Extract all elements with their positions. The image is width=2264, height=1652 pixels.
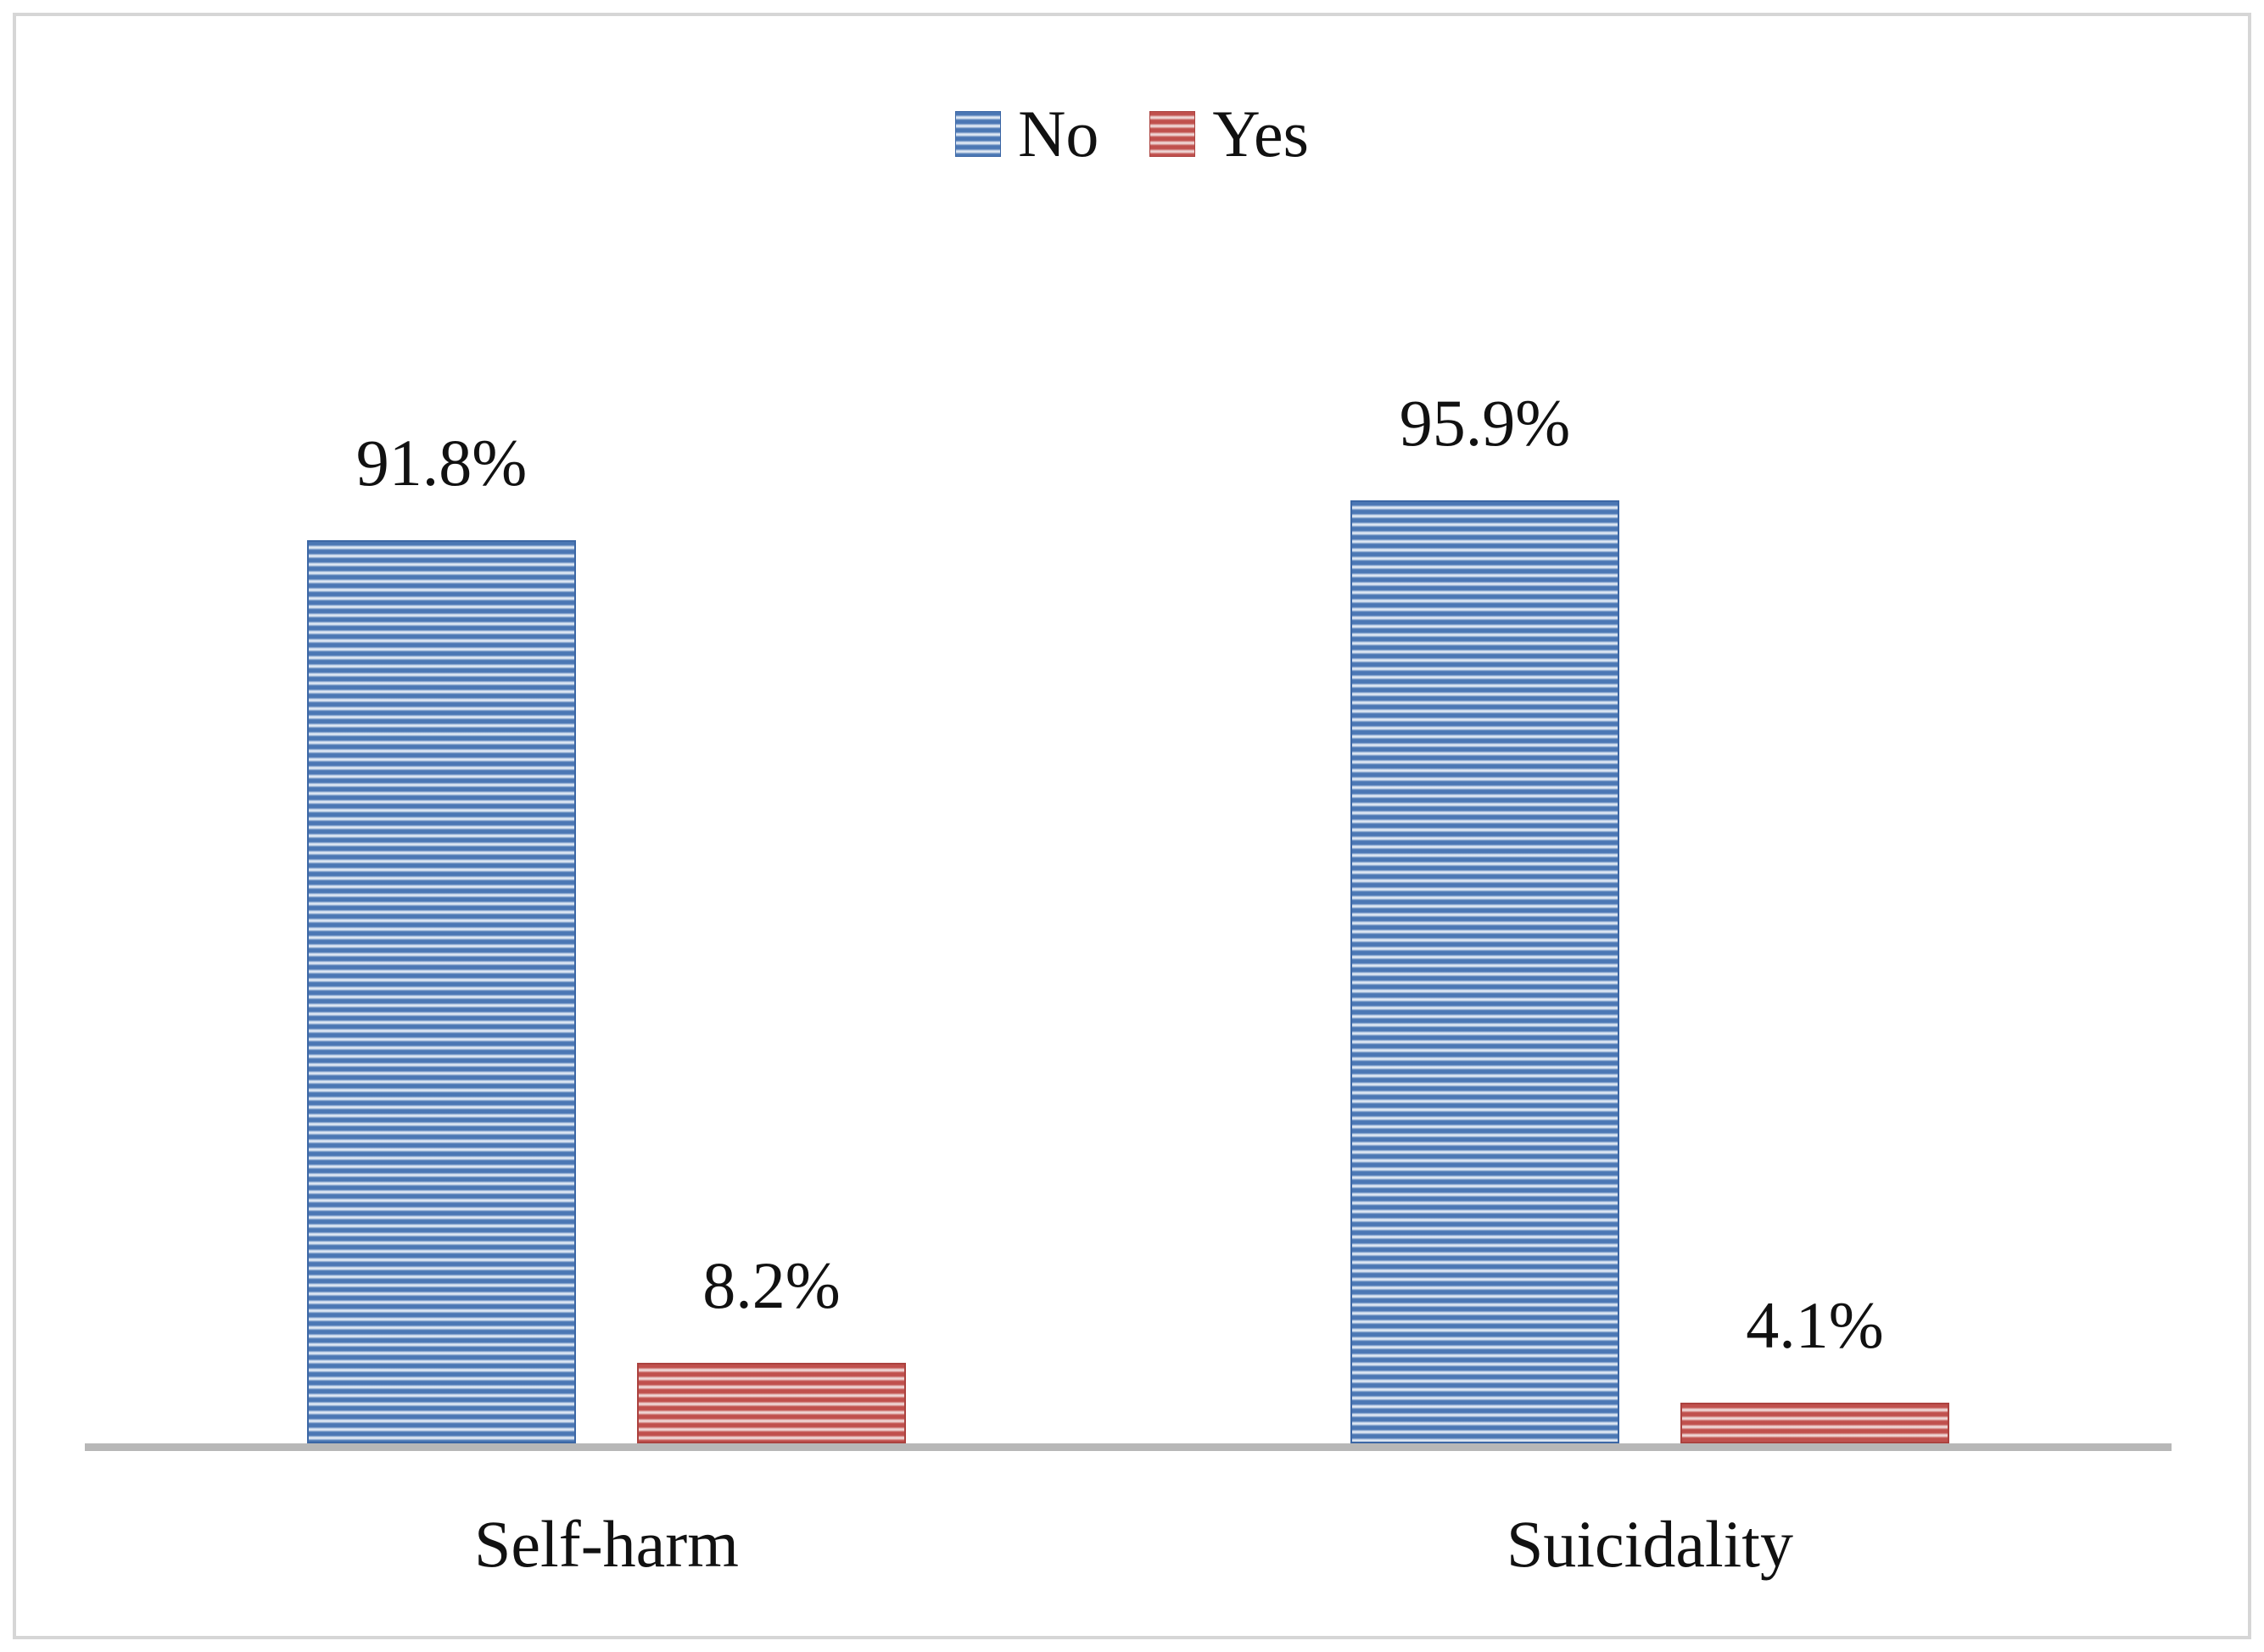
data-label: 91.8%: [355, 426, 528, 500]
data-label: 8.2%: [702, 1248, 841, 1322]
legend-item-yes: Yes: [1149, 101, 1309, 167]
category-label-self-harm: Self-harm: [474, 1507, 739, 1581]
data-label: 95.9%: [1399, 386, 1571, 460]
legend: No Yes: [16, 101, 2248, 167]
bar-suicidality-yes: [1680, 1403, 1949, 1443]
x-axis-line: [85, 1443, 2172, 1451]
legend-swatch-icon: [1149, 111, 1196, 157]
category-label-suicidality: Suicidality: [1507, 1507, 1793, 1581]
plot-area: 91.8% 8.2% Self-harm 95.9% 4.1% Suicidality: [16, 16, 2248, 1636]
bar-suicidality-no: [1350, 500, 1619, 1443]
data-label: 4.1%: [1746, 1288, 1884, 1362]
legend-label: Yes: [1212, 97, 1309, 170]
chart-canvas: No Yes 91.8% 8.2% Self-harm 95.9% 4.1% Suicida…: [13, 13, 2251, 1639]
legend-item-no: No: [955, 101, 1098, 167]
bar-self-harm-yes: [637, 1363, 906, 1443]
legend-label: No: [1018, 97, 1099, 170]
bar-self-harm-no: [307, 540, 576, 1443]
legend-swatch-icon: [955, 111, 1002, 157]
